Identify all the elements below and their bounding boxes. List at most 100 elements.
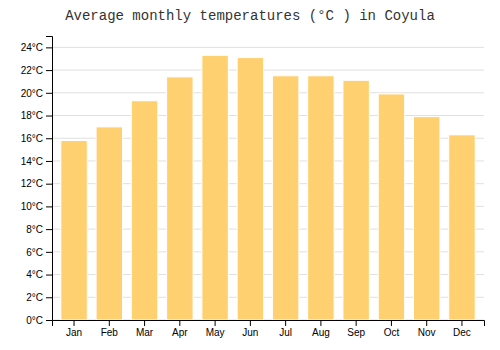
tick-mark bbox=[46, 252, 52, 253]
tick: Jun bbox=[242, 320, 258, 338]
tick-label: Mar bbox=[136, 327, 154, 338]
tick: 4°C bbox=[26, 269, 52, 280]
tick: Mar bbox=[136, 320, 154, 338]
tick-label: Nov bbox=[418, 327, 436, 338]
bar bbox=[96, 127, 122, 320]
tick-label: 6°C bbox=[26, 247, 43, 258]
tick: Feb bbox=[101, 320, 119, 338]
tick-mark bbox=[179, 320, 180, 326]
tick-mark bbox=[46, 206, 52, 207]
tick: 0°C bbox=[26, 315, 52, 326]
tick-label: 20°C bbox=[21, 88, 43, 99]
tick: Jan bbox=[66, 320, 82, 338]
grid-line bbox=[52, 47, 484, 48]
tick: 10°C bbox=[21, 201, 52, 212]
bar bbox=[343, 80, 369, 320]
tick-mark bbox=[46, 93, 52, 94]
tick-label: 18°C bbox=[21, 110, 43, 121]
tick-label: 16°C bbox=[21, 133, 43, 144]
tick: Apr bbox=[172, 320, 188, 338]
tick: 12°C bbox=[21, 178, 52, 189]
tick: 2°C bbox=[26, 292, 52, 303]
bar bbox=[61, 141, 87, 320]
tick-label: May bbox=[206, 327, 225, 338]
tick: 24°C bbox=[21, 42, 52, 53]
bars bbox=[61, 55, 475, 320]
tick: 14°C bbox=[21, 156, 52, 167]
bar bbox=[237, 58, 263, 320]
tick-mark bbox=[46, 229, 52, 230]
tick-mark bbox=[46, 47, 52, 48]
tick-label: Dec bbox=[453, 327, 471, 338]
tick: Oct bbox=[384, 320, 400, 338]
tick: 22°C bbox=[21, 65, 52, 76]
tick-mark bbox=[461, 320, 462, 326]
tick-mark bbox=[46, 320, 52, 321]
tick-mark bbox=[109, 320, 110, 326]
tick: 6°C bbox=[26, 247, 52, 258]
grid bbox=[52, 47, 484, 320]
tick-mark bbox=[46, 161, 52, 162]
tick-label: 0°C bbox=[26, 315, 43, 326]
tick: 18°C bbox=[21, 110, 52, 121]
tick-mark bbox=[46, 70, 52, 71]
bar bbox=[413, 117, 439, 320]
plot-area: 0°C 2°C 4°C 6°C 8°C 10°C 12°C 14°C 16°C 18°C 20°C 2… bbox=[21, 37, 485, 339]
tick-label: 22°C bbox=[21, 65, 43, 76]
tick: May bbox=[206, 320, 225, 338]
tick-mark bbox=[46, 184, 52, 185]
tick-label: Jan bbox=[66, 327, 82, 338]
bar bbox=[167, 77, 193, 320]
tick-label: Apr bbox=[172, 327, 188, 338]
tick-label: 8°C bbox=[26, 224, 43, 235]
grid-line bbox=[52, 115, 484, 116]
tick-mark bbox=[46, 297, 52, 298]
bar bbox=[378, 94, 404, 320]
tick-label: 12°C bbox=[21, 178, 43, 189]
chart: 0°C 2°C 4°C 6°C 8°C 10°C 12°C 14°C 16°C 18°C 20°C 2… bbox=[0, 0, 500, 350]
tick: Aug bbox=[312, 320, 330, 338]
axis-line bbox=[46, 37, 53, 321]
tick-label: 24°C bbox=[21, 42, 43, 53]
tick-mark bbox=[426, 320, 427, 326]
tick-mark bbox=[215, 320, 216, 326]
title: Average monthly temperatures (°C ) in Co… bbox=[65, 8, 435, 24]
bar bbox=[449, 135, 475, 320]
tick: 8°C bbox=[26, 224, 52, 235]
bar bbox=[131, 101, 157, 320]
tick-label: 14°C bbox=[21, 156, 43, 167]
grid-line bbox=[52, 70, 484, 71]
tick-label: Oct bbox=[384, 327, 400, 338]
tick-mark bbox=[46, 138, 52, 139]
tick-label: 10°C bbox=[21, 201, 43, 212]
tick-mark bbox=[46, 116, 52, 117]
tick-label: Feb bbox=[101, 327, 119, 338]
tick-mark bbox=[285, 320, 286, 326]
tick: Sep bbox=[347, 320, 365, 338]
tick-mark bbox=[320, 320, 321, 326]
tick-label: Aug bbox=[312, 327, 330, 338]
tick-label: Jul bbox=[279, 327, 292, 338]
tick-mark bbox=[250, 320, 251, 326]
tick-label: 4°C bbox=[26, 269, 43, 280]
axis-line bbox=[53, 321, 485, 327]
tick: Nov bbox=[418, 320, 436, 338]
tick-mark bbox=[144, 320, 145, 326]
grid-line bbox=[52, 92, 484, 93]
x-axis: Jan Feb Mar Apr May Jun Jul Aug Sep Oct Nov Dec bbox=[53, 320, 485, 338]
bar bbox=[202, 55, 228, 320]
tick-label: Sep bbox=[347, 327, 365, 338]
bar bbox=[308, 76, 334, 320]
tick-label: Jun bbox=[242, 327, 258, 338]
tick: Dec bbox=[453, 320, 471, 338]
y-axis: 0°C 2°C 4°C 6°C 8°C 10°C 12°C 14°C 16°C 18°C 20°C 2… bbox=[21, 37, 53, 326]
tick-label: 2°C bbox=[26, 292, 43, 303]
bar bbox=[272, 76, 298, 320]
tick: Jul bbox=[279, 320, 292, 338]
tick: 20°C bbox=[21, 88, 52, 99]
tick-mark bbox=[46, 275, 52, 276]
tick: 16°C bbox=[21, 133, 52, 144]
tick-mark bbox=[74, 320, 75, 326]
tick-mark bbox=[391, 320, 392, 326]
tick-mark bbox=[356, 320, 357, 326]
